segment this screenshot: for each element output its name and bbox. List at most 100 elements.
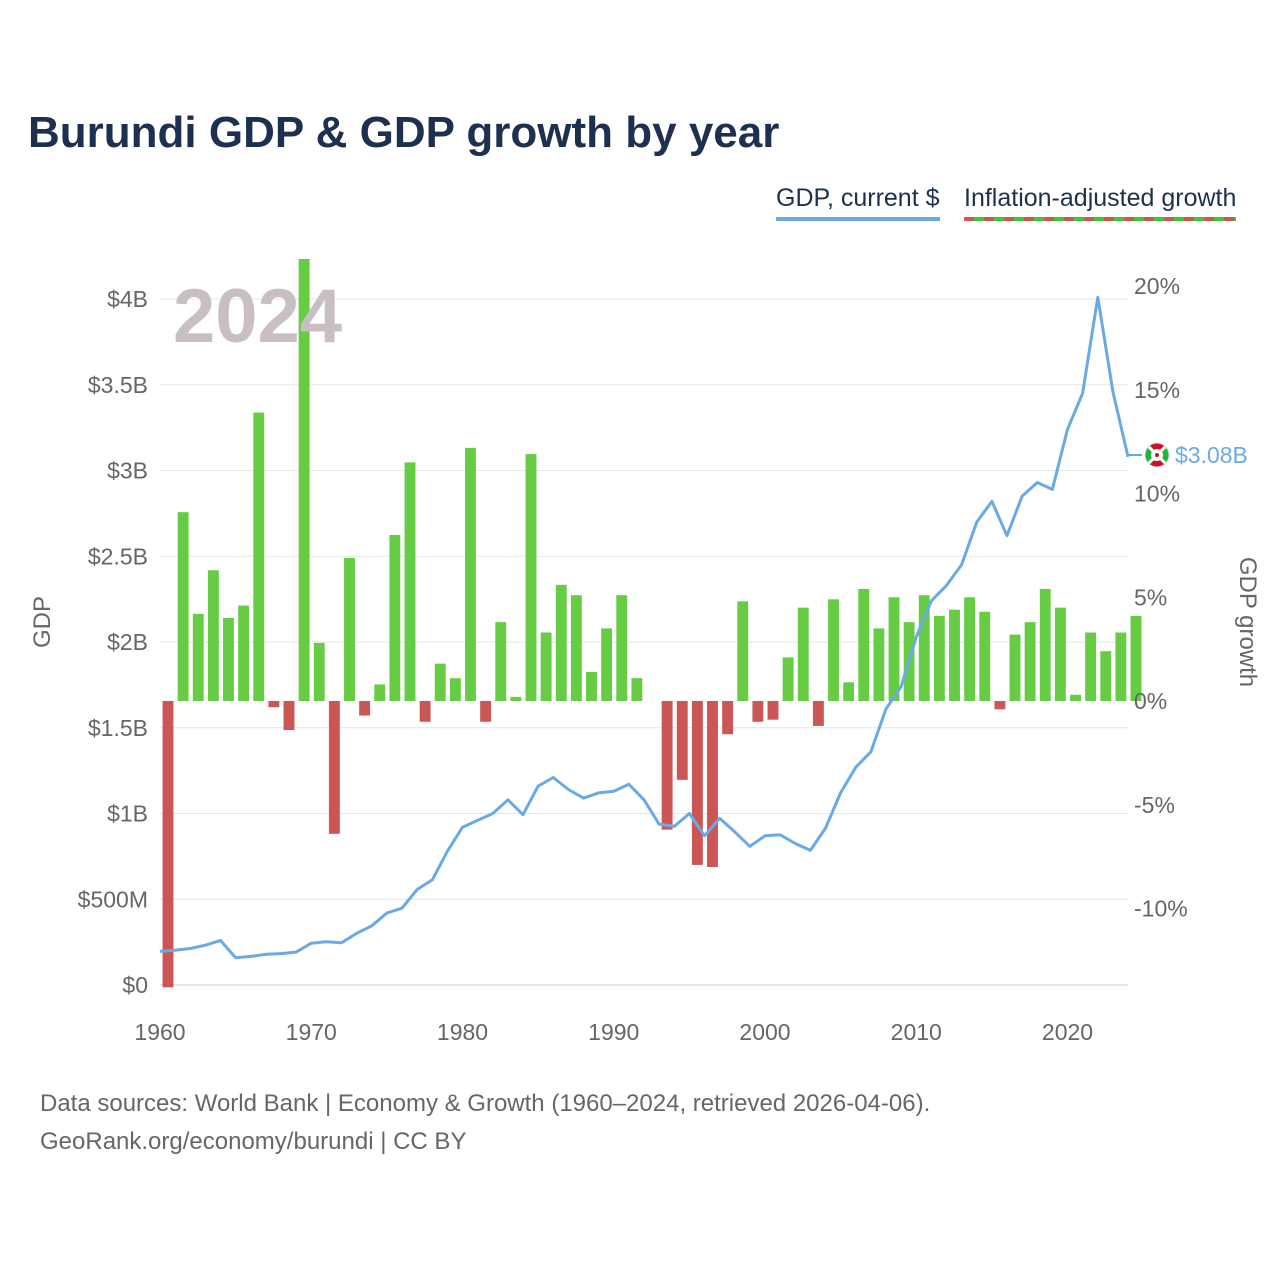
- y-right-tick-label: 0%: [1134, 688, 1167, 714]
- growth-bar: [994, 701, 1006, 710]
- burundi-flag-icon: [1144, 442, 1170, 468]
- source-line-1: Data sources: World Bank | Economy & Gro…: [40, 1090, 931, 1117]
- growth-bar: [207, 570, 219, 701]
- growth-bar: [1115, 632, 1127, 701]
- y-right-tick-label: 5%: [1134, 584, 1167, 610]
- axes: $0 $500M $1B $1.5B $2B $2.5B $3B $3.5B $4B -10% -5…: [29, 273, 1261, 1045]
- gdp-line: [159, 295, 1130, 960]
- chart-title: Burundi GDP & GDP growth by year: [28, 108, 780, 157]
- y-left-tick-label: $2B: [107, 629, 148, 655]
- y-right-axis-title: GDP growth: [1234, 557, 1261, 687]
- growth-bar: [419, 701, 431, 722]
- growth-bar: [374, 684, 386, 701]
- y-right-tick-label: -5%: [1134, 792, 1175, 818]
- growth-bar: [328, 701, 340, 834]
- growth-bar: [752, 701, 764, 722]
- growth-bar: [843, 682, 855, 701]
- growth-bar: [1085, 632, 1097, 701]
- end-marker: $3.08B: [1128, 442, 1248, 468]
- growth-bar: [344, 557, 355, 701]
- legend-growth-swatch: [964, 217, 1237, 221]
- growth-bar: [404, 462, 416, 701]
- growth-bar: [525, 454, 537, 701]
- growth-bar: [449, 678, 461, 701]
- growth-bar: [359, 701, 371, 716]
- growth-bar: [1039, 588, 1051, 701]
- growth-bar: [555, 584, 567, 701]
- x-tick-label: 1980: [437, 1019, 488, 1045]
- growth-bar: [238, 605, 250, 701]
- growth-bar: [797, 607, 809, 701]
- gdp-line-group: [159, 295, 1130, 960]
- growth-bar: [1070, 694, 1081, 701]
- y-left-axis-title: GDP: [29, 596, 56, 648]
- end-value-label: $3.08B: [1175, 442, 1248, 468]
- growth-bar: [873, 628, 885, 701]
- y-left-tick-label: $1B: [107, 801, 148, 827]
- growth-bar: [1100, 651, 1112, 701]
- growth-bar: [268, 701, 280, 708]
- y-left-tick-label: $2.5B: [88, 543, 148, 569]
- growth-bar: [828, 599, 839, 701]
- growth-bar: [767, 701, 779, 720]
- growth-bar: [480, 701, 492, 722]
- x-tick-label: 1990: [588, 1019, 639, 1045]
- growth-bar: [691, 701, 703, 865]
- growth-bar: [298, 259, 310, 701]
- x-tick-label: 1970: [286, 1019, 337, 1045]
- source-line-2[interactable]: GeoRank.org/economy/burundi | CC BY: [40, 1128, 467, 1155]
- legend-growth[interactable]: Inflation-adjusted growth: [964, 184, 1237, 221]
- growth-bar: [918, 595, 930, 701]
- growth-bar: [1130, 615, 1142, 701]
- growth-bar: [313, 642, 325, 701]
- growth-bar: [661, 701, 673, 830]
- growth-bar: [586, 671, 597, 701]
- growth-bar: [812, 701, 824, 726]
- growth-bar: [540, 632, 552, 701]
- growth-bar: [933, 615, 945, 701]
- growth-bar: [510, 696, 522, 701]
- growth-bar: [888, 597, 900, 701]
- growth-bar: [1024, 622, 1036, 701]
- y-right-tick-label: 10%: [1134, 481, 1180, 507]
- growth-bar: [601, 628, 613, 701]
- growth-bar: [162, 701, 174, 988]
- y-left-tick-label: $500M: [78, 886, 148, 912]
- x-tick-label: 2010: [891, 1019, 942, 1045]
- y-right-tick-label: 20%: [1134, 273, 1180, 299]
- growth-bar: [964, 597, 976, 701]
- growth-bar: [434, 663, 446, 701]
- growth-bar: [616, 595, 628, 701]
- growth-bar: [707, 701, 718, 867]
- growth-bar: [177, 512, 189, 701]
- growth-bar: [465, 447, 476, 701]
- growth-bar: [631, 678, 643, 701]
- year-watermark: 2024: [173, 274, 342, 359]
- legend-gdp[interactable]: GDP, current $: [776, 184, 940, 221]
- y-left-tick-label: $4B: [107, 286, 148, 312]
- legend-growth-label: Inflation-adjusted growth: [964, 184, 1237, 212]
- growth-bar: [676, 701, 688, 780]
- growth-bar: [782, 657, 794, 701]
- growth-bar: [1009, 634, 1021, 701]
- x-tick-label: 2020: [1042, 1019, 1093, 1045]
- y-left-tick-label: $1.5B: [88, 715, 148, 741]
- growth-bar: [570, 595, 582, 701]
- growth-bar: [737, 601, 749, 701]
- growth-bar: [722, 701, 734, 735]
- growth-bar: [858, 588, 870, 701]
- growth-bar: [253, 412, 265, 701]
- x-tick-label: 1960: [134, 1019, 185, 1045]
- growth-bars: [162, 259, 1142, 988]
- growth-bar: [283, 701, 295, 731]
- y-right-tick-label: -10%: [1134, 896, 1188, 922]
- y-left-tick-label: $3.5B: [88, 372, 148, 398]
- growth-bar: [1054, 607, 1066, 701]
- y-left-tick-label: $0: [122, 972, 148, 998]
- growth-bar: [949, 609, 960, 701]
- y-right-tick-label: 15%: [1134, 377, 1180, 403]
- growth-bar: [389, 535, 401, 701]
- gridlines: [160, 298, 1128, 986]
- growth-bar: [192, 613, 204, 701]
